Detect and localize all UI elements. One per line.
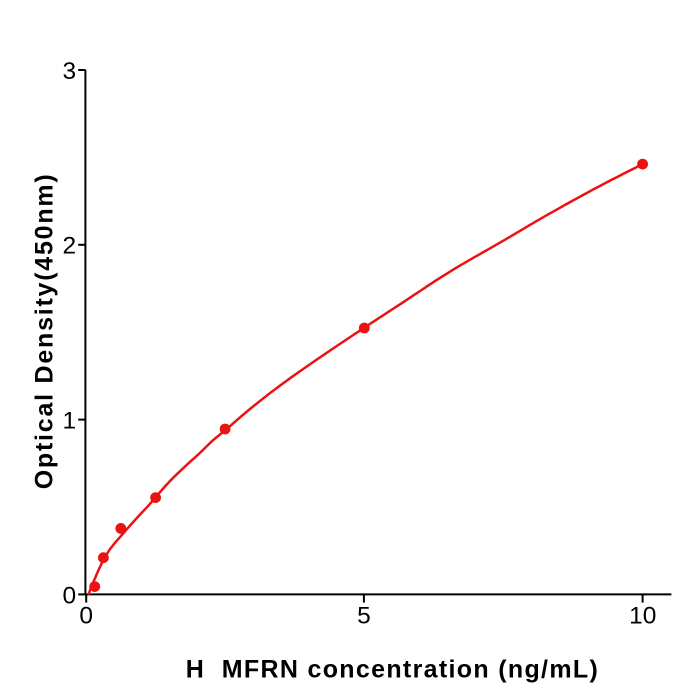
svg-text:Optical Density(450nm): Optical Density(450nm) [31, 174, 59, 489]
svg-text:10: 10 [629, 603, 656, 630]
svg-text:1: 1 [62, 408, 76, 435]
svg-text:5: 5 [357, 603, 371, 630]
svg-text:H MFRN concentration (ng/mL): H MFRN concentration (ng/mL) [186, 656, 598, 684]
svg-text:0: 0 [62, 582, 76, 609]
svg-text:0: 0 [79, 603, 93, 630]
svg-text:3: 3 [62, 58, 76, 85]
svg-text:2: 2 [62, 233, 76, 260]
